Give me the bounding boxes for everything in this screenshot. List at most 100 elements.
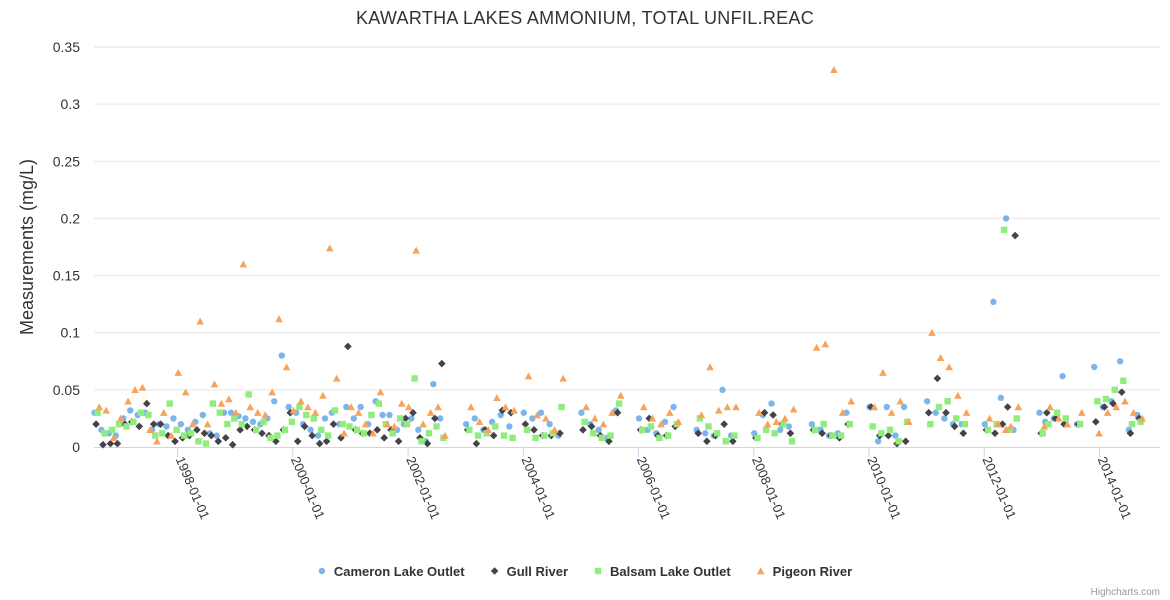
data-point[interactable] [115, 420, 123, 428]
data-point[interactable] [500, 432, 508, 439]
data-point[interactable] [613, 408, 622, 417]
data-point[interactable] [314, 432, 322, 439]
data-point[interactable] [484, 426, 493, 434]
data-point[interactable] [722, 438, 729, 445]
data-point[interactable] [1011, 231, 1019, 240]
data-point[interactable] [1112, 403, 1121, 411]
data-point[interactable] [941, 415, 948, 422]
data-point[interactable] [246, 403, 255, 411]
data-point[interactable] [146, 426, 154, 434]
data-point[interactable] [216, 409, 224, 416]
data-point[interactable] [1000, 226, 1008, 234]
data-point[interactable] [656, 434, 663, 442]
data-point[interactable] [729, 437, 737, 446]
data-point[interactable] [171, 437, 179, 446]
data-point[interactable] [587, 422, 596, 431]
data-point[interactable] [933, 374, 942, 383]
data-point[interactable] [1001, 426, 1010, 434]
data-point[interactable] [95, 403, 104, 411]
data-point[interactable] [361, 420, 370, 428]
data-point[interactable] [202, 440, 210, 447]
data-point[interactable] [599, 420, 608, 428]
data-point[interactable] [591, 414, 599, 422]
data-point[interactable] [549, 430, 557, 437]
data-point[interactable] [559, 374, 567, 382]
legend-symbol[interactable] [490, 567, 499, 575]
data-point[interactable] [1116, 358, 1124, 365]
data-point[interactable] [319, 391, 327, 399]
data-point[interactable] [821, 340, 830, 348]
data-point[interactable] [346, 423, 353, 430]
data-point[interactable] [520, 409, 527, 416]
data-point[interactable] [383, 420, 392, 428]
data-point[interactable] [357, 403, 364, 411]
data-point[interactable] [318, 426, 325, 434]
data-point[interactable] [419, 420, 427, 428]
data-point[interactable] [945, 363, 953, 371]
data-point[interactable] [156, 420, 165, 428]
data-point[interactable] [135, 422, 144, 431]
data-point[interactable] [772, 418, 781, 426]
data-point[interactable] [375, 400, 383, 407]
data-point[interactable] [886, 426, 894, 434]
data-point[interactable] [431, 414, 439, 423]
data-point[interactable] [887, 408, 896, 416]
data-point[interactable] [615, 400, 623, 407]
data-point[interactable] [130, 418, 137, 426]
data-point[interactable] [180, 432, 188, 439]
data-point[interactable] [789, 405, 798, 413]
data-point[interactable] [829, 432, 836, 439]
data-point[interactable] [214, 437, 223, 446]
data-point[interactable] [1138, 414, 1147, 422]
data-point[interactable] [892, 432, 899, 439]
data-point[interactable] [870, 403, 879, 411]
data-point[interactable] [657, 420, 665, 428]
data-point[interactable] [953, 415, 960, 422]
data-point[interactable] [92, 420, 100, 428]
data-point[interactable] [895, 438, 902, 445]
data-point[interactable] [159, 430, 166, 437]
data-point[interactable] [1036, 409, 1043, 416]
data-point[interactable] [847, 397, 856, 405]
data-point[interactable] [1014, 403, 1023, 411]
data-point[interactable] [532, 434, 539, 442]
data-point[interactable] [961, 420, 969, 428]
data-point[interactable] [720, 420, 728, 428]
data-point[interactable] [322, 437, 331, 446]
data-point[interactable] [308, 431, 316, 440]
data-point[interactable] [412, 246, 420, 254]
data-point[interactable] [438, 359, 446, 368]
data-point[interactable] [558, 403, 565, 411]
data-point[interactable] [131, 386, 139, 394]
data-point[interactable] [595, 426, 602, 434]
data-point[interactable] [645, 414, 654, 423]
data-point[interactable] [196, 317, 204, 325]
data-point[interactable] [331, 407, 339, 414]
data-point[interactable] [492, 423, 499, 430]
data-point[interactable] [883, 403, 890, 411]
data-point[interactable] [990, 298, 997, 306]
data-point[interactable] [781, 414, 789, 422]
data-point[interactable] [288, 418, 296, 426]
data-point[interactable] [380, 434, 388, 442]
data-point[interactable] [94, 409, 101, 416]
data-point[interactable] [138, 383, 147, 391]
data-point[interactable] [1111, 386, 1118, 394]
data-point[interactable] [530, 426, 538, 434]
data-point[interactable] [1051, 414, 1060, 423]
data-point[interactable] [236, 426, 244, 434]
data-point[interactable] [210, 380, 219, 388]
data-point[interactable] [697, 411, 706, 419]
data-point[interactable] [433, 423, 440, 430]
data-point[interactable] [462, 420, 470, 428]
data-point[interactable] [541, 432, 548, 439]
data-point[interactable] [1128, 420, 1136, 428]
data-point[interactable] [441, 431, 449, 439]
data-point[interactable] [509, 434, 516, 442]
data-point[interactable] [425, 430, 433, 437]
data-point[interactable] [954, 391, 962, 399]
data-point[interactable] [647, 423, 655, 430]
data-point[interactable] [529, 415, 536, 422]
data-point[interactable] [415, 426, 422, 434]
data-point[interactable] [959, 429, 968, 438]
